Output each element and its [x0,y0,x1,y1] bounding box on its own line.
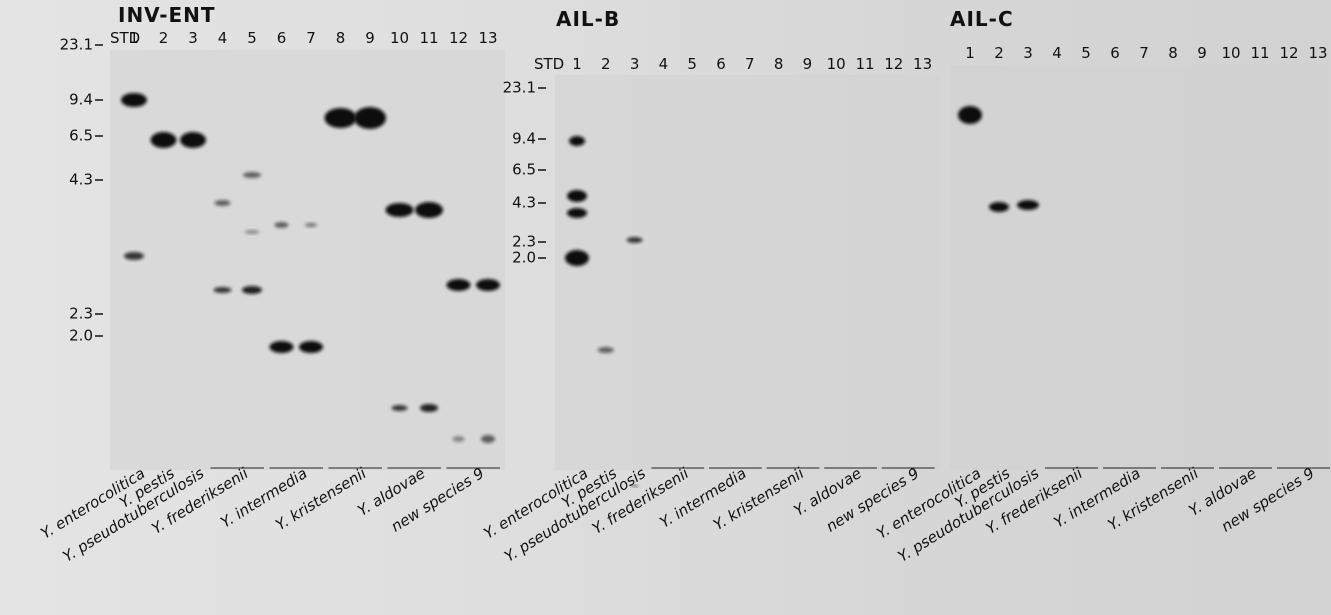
blot-figure: INV-ENTSTD1234567891011121323.19.46.54.3… [0,0,1331,615]
band [392,405,408,411]
lane-number: 12 [449,29,468,47]
size-marker: 2.0 [512,249,536,267]
lane-number: 1 [965,44,975,62]
panel-title: INV-ENT [118,3,216,27]
band [420,404,438,412]
size-marker: 23.1 [503,79,536,97]
size-marker: 23.1 [60,36,93,54]
band [299,341,323,353]
lane-number: 12 [1279,44,1298,62]
lane-number: 2 [994,44,1004,62]
size-marker: 9.4 [512,130,536,148]
band [325,108,357,128]
lane-number: 6 [1110,44,1120,62]
lane-number: 7 [1139,44,1149,62]
lane-number: 3 [630,55,640,73]
lane-number: 2 [601,55,611,73]
band [989,202,1009,212]
lane-number: 7 [306,29,316,47]
band [627,237,643,243]
panel-title: AIL-C [950,7,1014,31]
band [569,136,585,146]
lane-number: 1 [572,55,582,73]
size-marker: 4.3 [69,171,93,189]
lane-number: 13 [1308,44,1327,62]
lane-number: 12 [884,55,903,73]
lane-number: 6 [716,55,726,73]
lane-number: 5 [247,29,257,47]
band [415,202,443,218]
band [180,132,206,148]
lane-number: 8 [774,55,784,73]
band [242,286,262,294]
lane-number: 3 [188,29,198,47]
lane-number: 7 [745,55,755,73]
size-marker: 6.5 [512,161,536,179]
band [214,287,232,293]
band [245,230,259,234]
lane-number: 9 [1197,44,1207,62]
page: {"panels": [ {"title": "INV-ENT", "std_l… [0,0,1331,615]
band [151,132,177,148]
band [215,200,231,206]
band [481,435,495,443]
band [386,203,414,217]
size-marker: 9.4 [69,91,93,109]
lane-number: 9 [365,29,375,47]
band [243,172,261,178]
band [447,279,471,291]
band [354,107,386,129]
lane-number: 5 [687,55,697,73]
lane-number: 8 [1168,44,1178,62]
band [275,222,289,228]
lane-number: 6 [277,29,287,47]
size-marker: 2.0 [69,327,93,345]
lane-number: 2 [159,29,169,47]
band [1017,200,1039,210]
band [305,223,317,227]
band [476,279,500,291]
band [453,436,465,442]
band [567,190,587,202]
size-marker: 6.5 [69,127,93,145]
lane-number: 11 [419,29,438,47]
lane-number: 13 [478,29,497,47]
lane-number: 4 [1052,44,1062,62]
lane-number: 13 [913,55,932,73]
panel-title: AIL-B [556,7,620,31]
lane-number: 4 [659,55,669,73]
membrane [950,65,1325,470]
band [124,252,144,260]
membrane [555,75,940,470]
band [270,341,294,353]
band [565,250,589,266]
lane-number: 10 [1221,44,1240,62]
lane-number: 4 [218,29,228,47]
lane-number: 11 [1250,44,1269,62]
lane-number: 11 [855,55,874,73]
lane-number: 5 [1081,44,1091,62]
band [598,347,614,353]
band [567,208,587,218]
std-label: STD [534,55,564,73]
size-marker: 2.3 [69,305,93,323]
membrane [110,50,505,470]
lane-number: 3 [1023,44,1033,62]
lane-number: 10 [390,29,409,47]
band [121,93,147,107]
lane-number: 8 [336,29,346,47]
lane-number: 1 [129,29,139,47]
lane-number: 9 [803,55,813,73]
band [958,106,982,124]
lane-number: 10 [827,55,846,73]
size-marker: 4.3 [512,194,536,212]
